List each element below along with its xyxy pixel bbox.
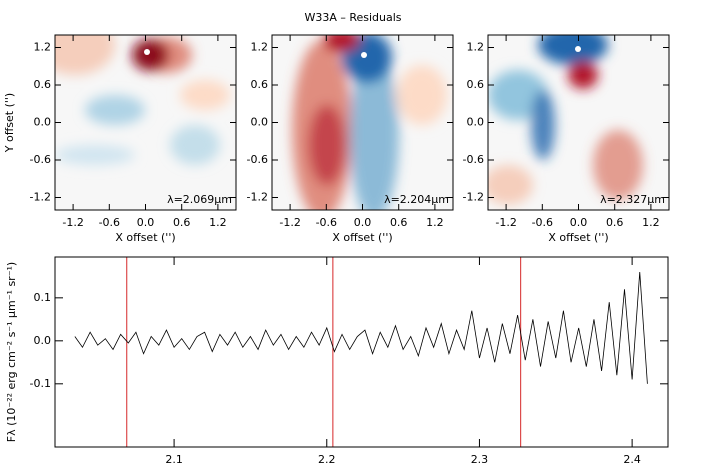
- x-tick-label: 0.6: [173, 216, 191, 229]
- x-tick-label: -1.2: [62, 216, 83, 229]
- y-tick-label: 0.6: [467, 78, 485, 91]
- plot-frame: [54, 256, 669, 448]
- y-tick-label: -0.1: [30, 377, 51, 390]
- x-axis-label: X offset (''): [115, 231, 175, 244]
- residual-map: [272, 35, 453, 210]
- x-tick-label: 2.3: [471, 453, 489, 466]
- x-tick-label: 1.2: [426, 216, 444, 229]
- annotation: λ=2.327μm: [600, 193, 665, 206]
- y-axis-label: Y offset (''): [3, 93, 16, 153]
- annotation: λ=2.069μm: [167, 193, 232, 206]
- y-tick-label: -0.6: [247, 153, 268, 166]
- annotation: λ=2.204μm: [384, 193, 449, 206]
- y-tick-label: 1.2: [34, 41, 52, 54]
- y-tick-label: -1.2: [30, 191, 51, 204]
- x-tick-label: 0.0: [570, 216, 588, 229]
- x-tick-label: 1.2: [642, 216, 660, 229]
- x-tick-label: 0.6: [390, 216, 408, 229]
- x-tick-label: -1.2: [495, 216, 516, 229]
- x-tick-label: 0.0: [354, 216, 372, 229]
- x-tick-label: 0.0: [137, 216, 155, 229]
- y-tick-label: -0.6: [30, 153, 51, 166]
- x-tick-label: 2.4: [623, 453, 641, 466]
- y-tick-label: 0.0: [34, 334, 52, 347]
- x-axis-label: X offset (''): [548, 231, 608, 244]
- residual-map: [55, 35, 236, 210]
- y-tick-label: 0.6: [251, 78, 269, 91]
- y-tick-label: -1.2: [247, 191, 268, 204]
- x-tick-label: 0.6: [606, 216, 624, 229]
- y-tick-label: 1.2: [467, 41, 485, 54]
- y-tick-label: 0.1: [34, 291, 52, 304]
- y-tick-label: 1.2: [251, 41, 269, 54]
- y-tick-label: -0.6: [463, 153, 484, 166]
- x-tick-label: 2.1: [165, 453, 183, 466]
- x-tick-label: -0.6: [532, 216, 553, 229]
- residual-map: [488, 35, 669, 210]
- x-tick-label: 1.2: [209, 216, 227, 229]
- y-axis-label: Fλ (10⁻²² erg cm⁻² s⁻¹ μm⁻¹ sr⁻¹): [5, 262, 18, 442]
- x-tick-label: -1.2: [279, 216, 300, 229]
- chart-title: W33A – Residuals: [304, 11, 401, 24]
- y-tick-label: 0.0: [467, 116, 485, 129]
- x-axis-label: λ (μm): [343, 468, 379, 470]
- y-tick-label: 0.0: [251, 116, 269, 129]
- y-tick-label: 0.6: [34, 78, 52, 91]
- x-tick-label: -0.6: [316, 216, 337, 229]
- x-tick-label: 2.2: [318, 453, 336, 466]
- y-tick-label: -1.2: [463, 191, 484, 204]
- spectrum-line: [74, 272, 648, 384]
- x-axis-label: X offset (''): [332, 231, 392, 244]
- x-tick-label: -0.6: [99, 216, 120, 229]
- y-tick-label: 0.0: [34, 116, 52, 129]
